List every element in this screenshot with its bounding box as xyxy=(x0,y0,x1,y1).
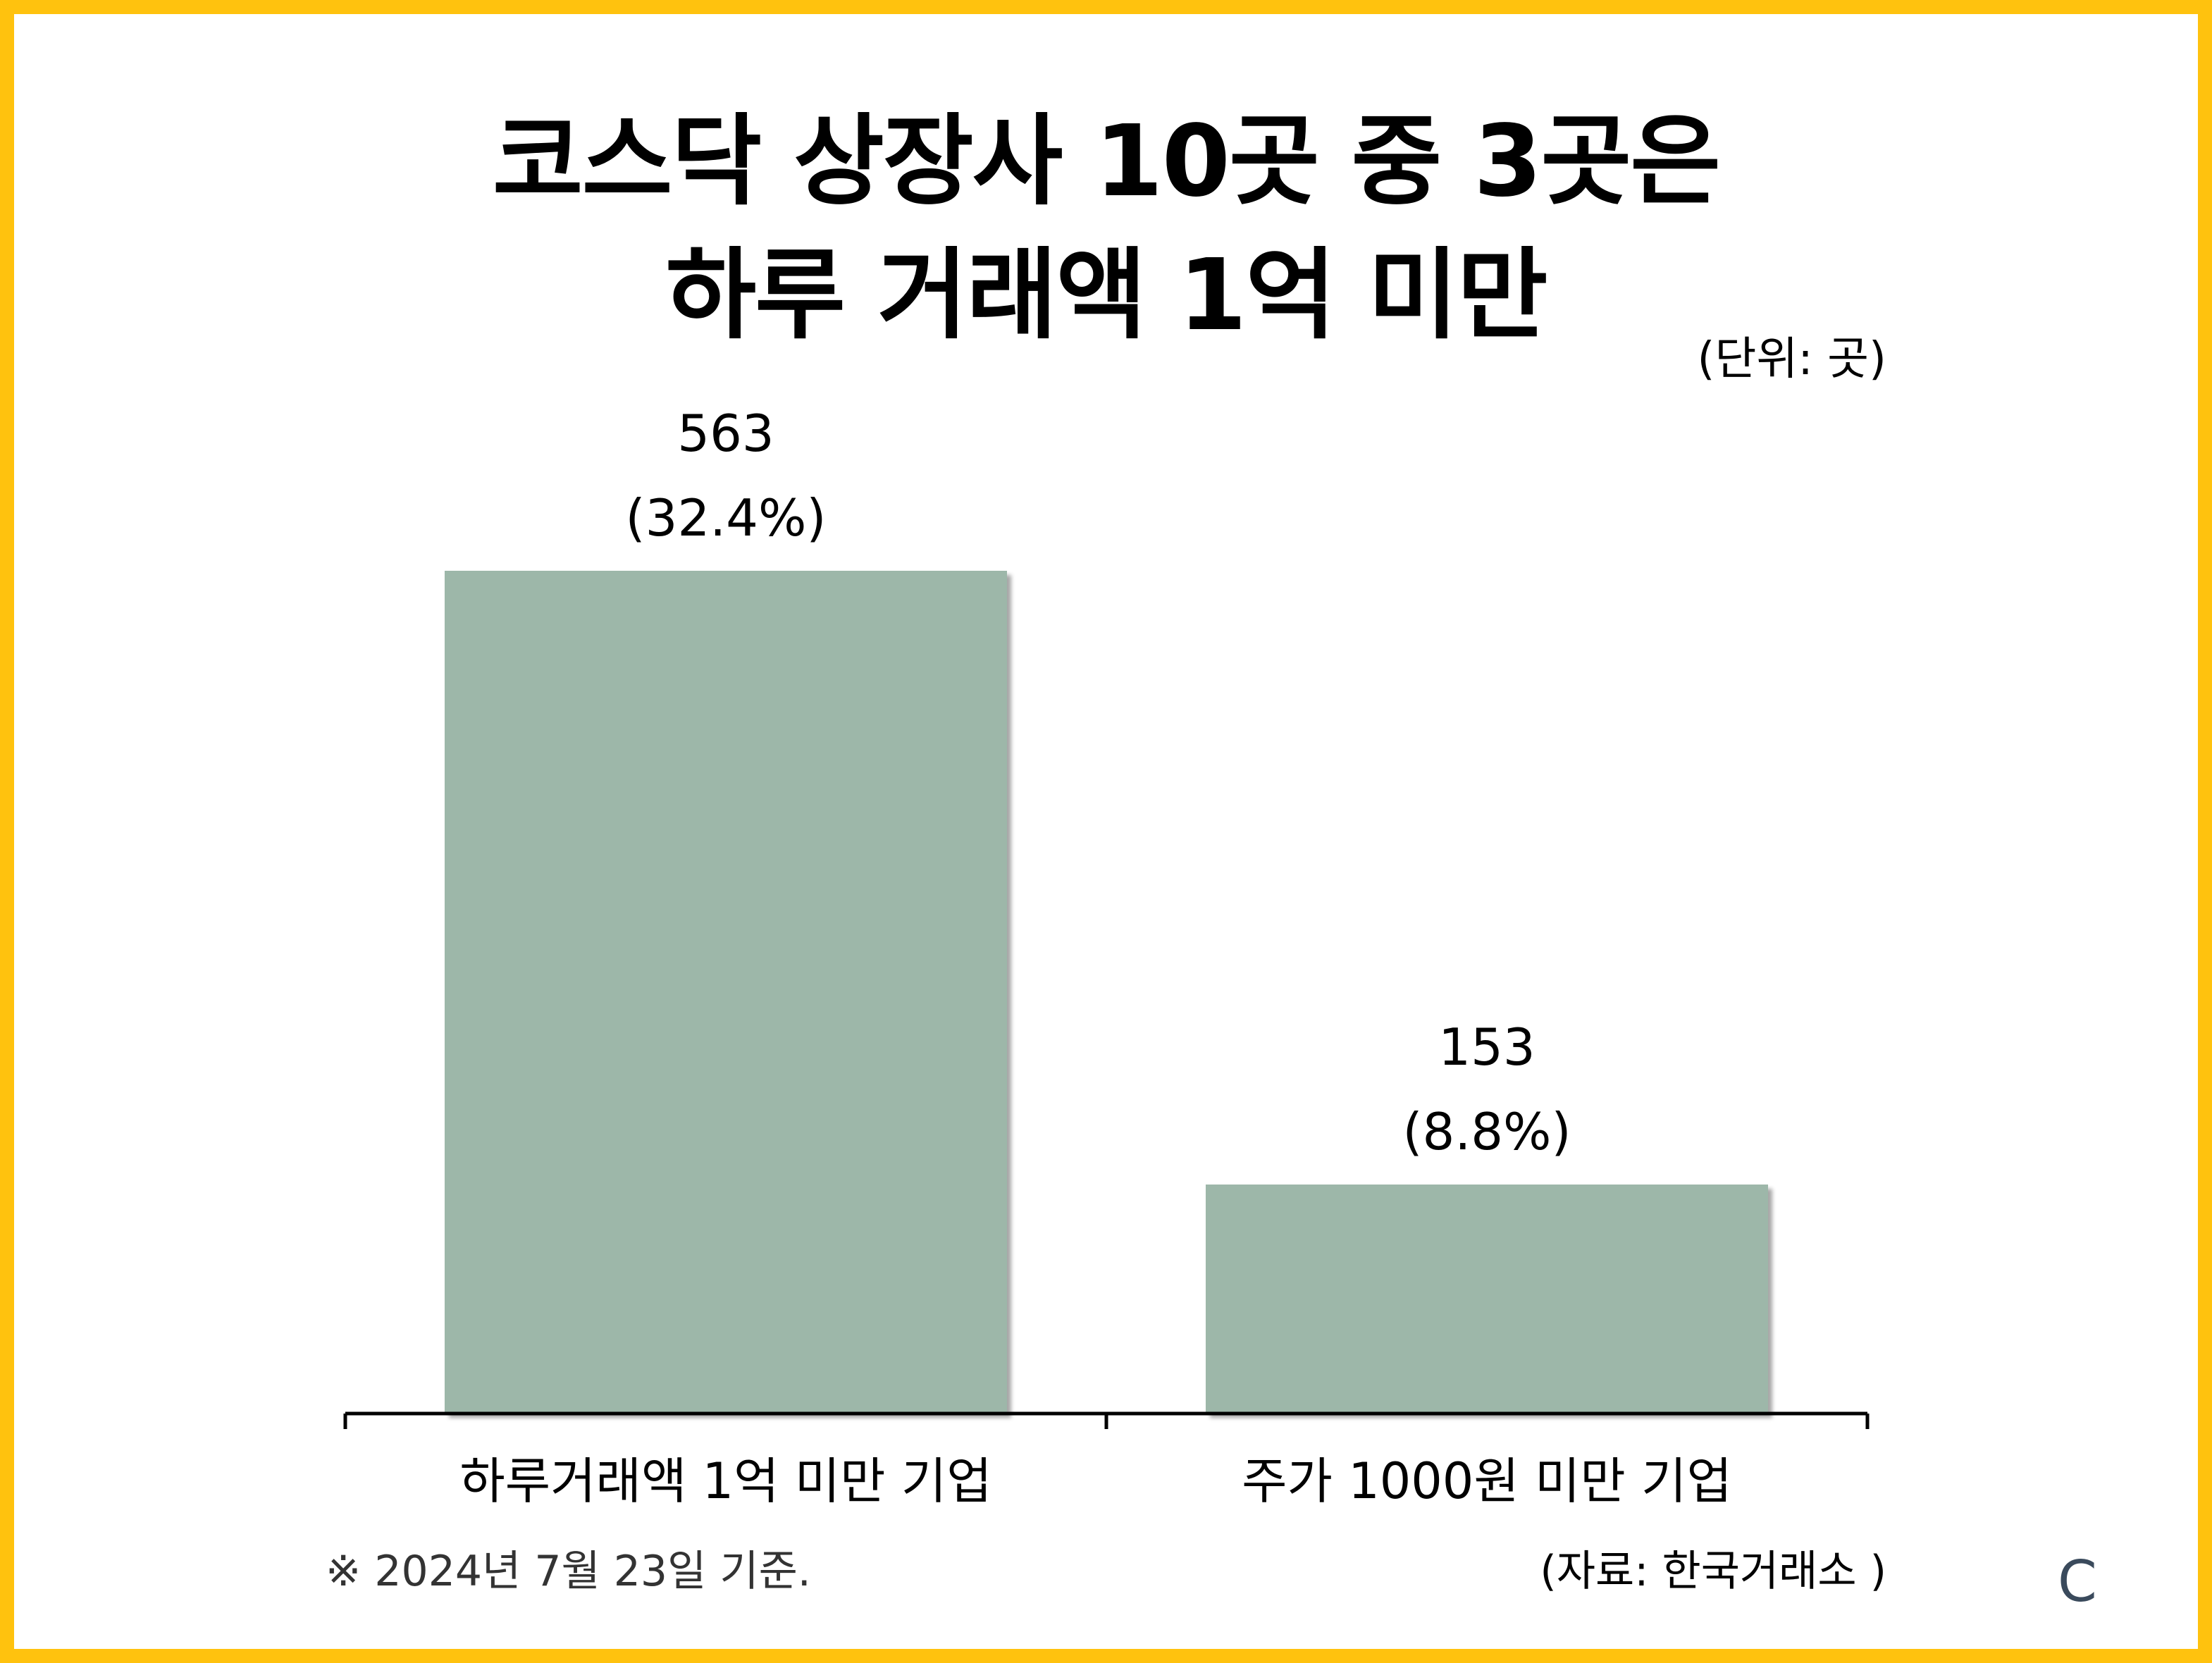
bar xyxy=(1206,1184,1768,1414)
bar-value-label: 153 xyxy=(1438,1018,1535,1077)
x-tick-label: 주가 1000원 미만 기업 xyxy=(1242,1452,1732,1510)
footnote-date: ※ 2024년 7월 23일 기준. xyxy=(326,1547,811,1596)
bar xyxy=(445,571,1007,1414)
publisher-logo: C xyxy=(2058,1549,2097,1614)
bar-percent-label: (32.4%) xyxy=(626,488,827,548)
bar-percent-label: (8.8%) xyxy=(1402,1102,1571,1161)
bar-value-label: 563 xyxy=(677,404,774,463)
chart-title-line-1: 코스닥 상장사 10곳 중 3곳은 xyxy=(492,104,1721,219)
chart-title-line-2: 하루 거래액 1억 미만 xyxy=(665,238,1547,353)
source-credit: (자료: 한국거래소 ) xyxy=(1540,1547,1886,1596)
unit-label: (단위: 곳) xyxy=(1697,333,1886,385)
x-tick-label: 하루거래액 1억 미만 기업 xyxy=(459,1452,991,1510)
